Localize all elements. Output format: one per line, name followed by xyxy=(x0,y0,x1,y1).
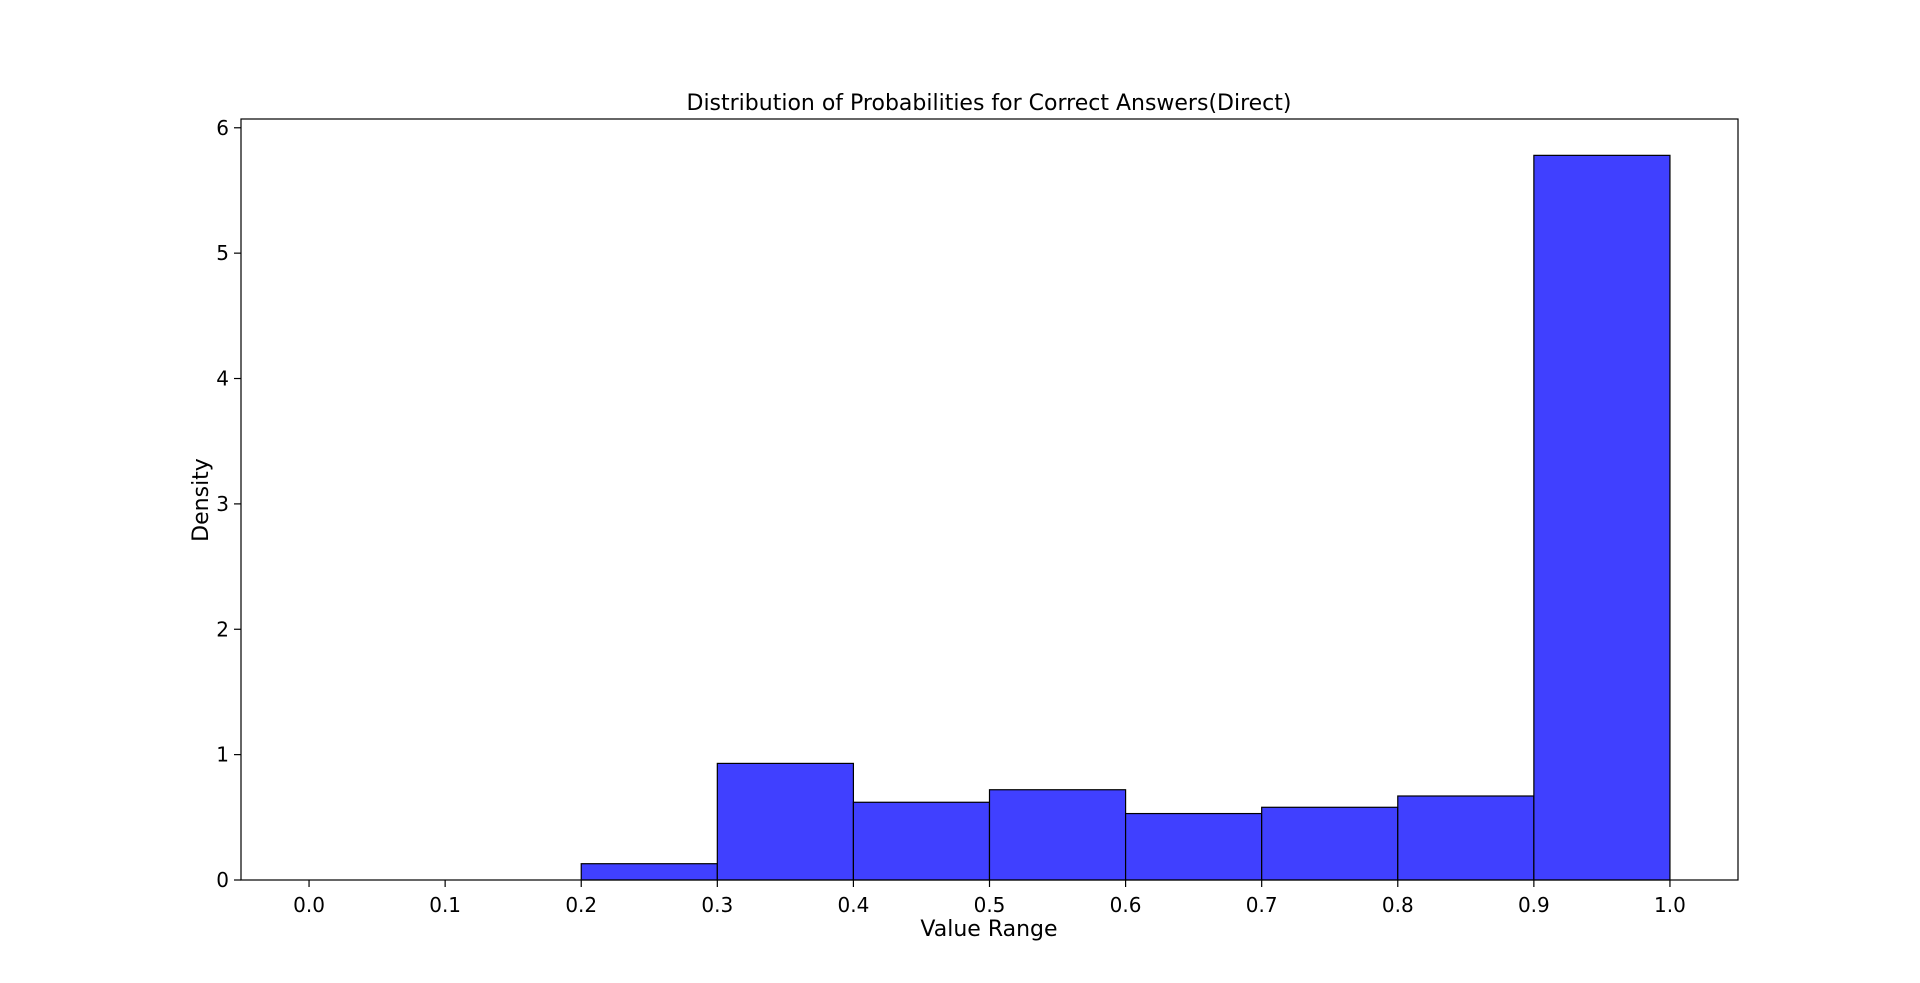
x-tick-label: 0.3 xyxy=(701,893,733,917)
histogram-bar-5 xyxy=(988,789,1127,881)
histogram-bar-6 xyxy=(1124,812,1263,881)
chart-title: Distribution of Probabilities for Correc… xyxy=(687,91,1292,116)
histogram-bar-3 xyxy=(716,762,855,881)
plot-frame xyxy=(240,118,1739,881)
y-axis-title: Density xyxy=(189,458,214,542)
y-tick-label: 0 xyxy=(216,868,229,892)
y-tick-label: 5 xyxy=(216,241,229,265)
histogram-bar-8 xyxy=(1397,795,1535,881)
y-tick-label: 1 xyxy=(216,743,229,767)
x-tick-label: 0.6 xyxy=(1110,893,1142,917)
x-tick-label: 0.0 xyxy=(293,893,325,917)
x-tick-label: 0.9 xyxy=(1518,893,1550,917)
x-tick-label: 0.7 xyxy=(1246,893,1278,917)
histogram-bar-9 xyxy=(1533,154,1671,881)
x-tick-label: 0.1 xyxy=(429,893,461,917)
x-tick-label: 1.0 xyxy=(1654,893,1686,917)
x-tick-label: 0.8 xyxy=(1382,893,1414,917)
y-tick-label: 4 xyxy=(216,367,229,391)
x-tick-label: 0.4 xyxy=(838,893,870,917)
histogram-bar-2 xyxy=(580,863,718,881)
histogram-bar-7 xyxy=(1261,806,1399,881)
y-tick-label: 6 xyxy=(216,116,229,140)
bars-group xyxy=(580,154,1671,881)
histogram-bar-4 xyxy=(852,801,991,881)
y-axis: 0 1 2 3 4 5 6 xyxy=(216,116,241,892)
x-axis-title: Value Range xyxy=(920,917,1057,942)
x-tick-label: 0.5 xyxy=(974,893,1006,917)
y-tick-label: 2 xyxy=(216,617,229,641)
x-axis: 0.0 0.1 0.2 0.3 0.4 0.5 0.6 0.7 0.8 0.9 1.0 xyxy=(293,880,1686,917)
x-tick-label: 0.2 xyxy=(565,893,597,917)
y-tick-label: 3 xyxy=(216,492,229,516)
